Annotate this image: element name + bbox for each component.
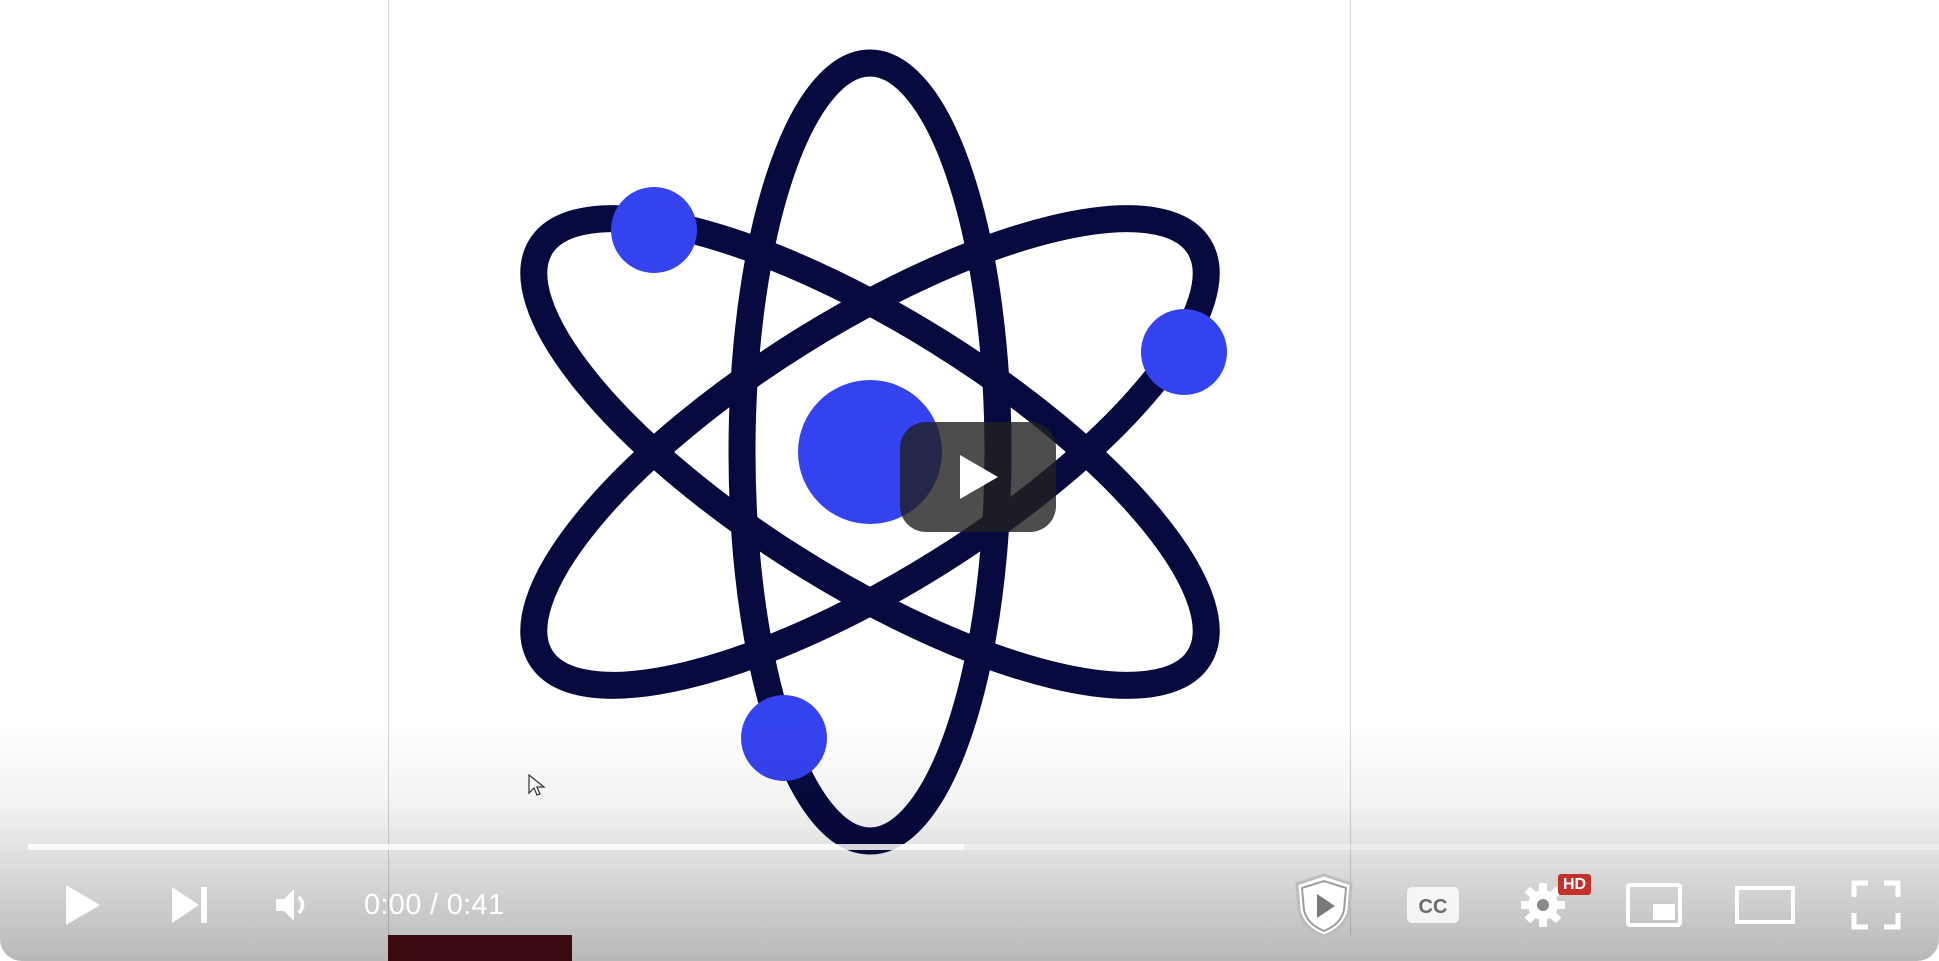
atom-electron <box>1141 309 1227 395</box>
gear-icon <box>1521 883 1565 927</box>
time-display: 0:00 / 0:41 <box>364 860 504 950</box>
fullscreen-button[interactable] <box>1844 860 1908 950</box>
play-icon <box>960 455 998 499</box>
captions-icon: CC <box>1407 887 1459 923</box>
volume-button[interactable] <box>262 860 322 950</box>
atom-orbit-diagonal-right <box>520 205 1220 699</box>
large-play-button[interactable] <box>900 422 1056 532</box>
mouse-cursor-icon <box>528 773 546 803</box>
video-bottom-strip <box>388 935 572 961</box>
player-controls: 0:00 / 0:41 CC <box>0 860 1939 950</box>
controls-gradient <box>0 721 1939 961</box>
time-duration: 0:41 <box>446 888 505 921</box>
volume-icon <box>276 889 305 921</box>
video-frame-left-edge <box>388 0 389 935</box>
play-icon <box>66 885 100 925</box>
settings-button[interactable] <box>1512 860 1574 950</box>
fullscreen-icon <box>1851 880 1901 930</box>
miniplayer-button[interactable] <box>1622 860 1686 950</box>
play-button[interactable] <box>52 860 112 950</box>
hd-badge: HD <box>1558 874 1592 895</box>
progress-loaded <box>28 844 965 850</box>
svg-text:CC: CC <box>1419 896 1448 918</box>
progress-bar[interactable] <box>28 844 1939 850</box>
theater-mode-icon <box>1735 886 1795 924</box>
skip-next-icon <box>172 887 207 923</box>
captions-button[interactable]: CC <box>1402 860 1464 950</box>
theater-mode-button[interactable] <box>1730 860 1800 950</box>
miniplayer-icon <box>1626 883 1682 927</box>
shield-play-icon <box>1295 873 1353 938</box>
time-separator: / <box>421 888 447 921</box>
video-frame-right-edge <box>1350 0 1351 935</box>
atom-electron <box>741 695 827 781</box>
shield-play-button[interactable] <box>1286 860 1362 950</box>
time-current: 0:00 <box>364 888 422 921</box>
atom-electron <box>611 187 697 273</box>
next-button[interactable] <box>160 860 220 950</box>
atom-orbit-diagonal-left <box>520 205 1220 699</box>
